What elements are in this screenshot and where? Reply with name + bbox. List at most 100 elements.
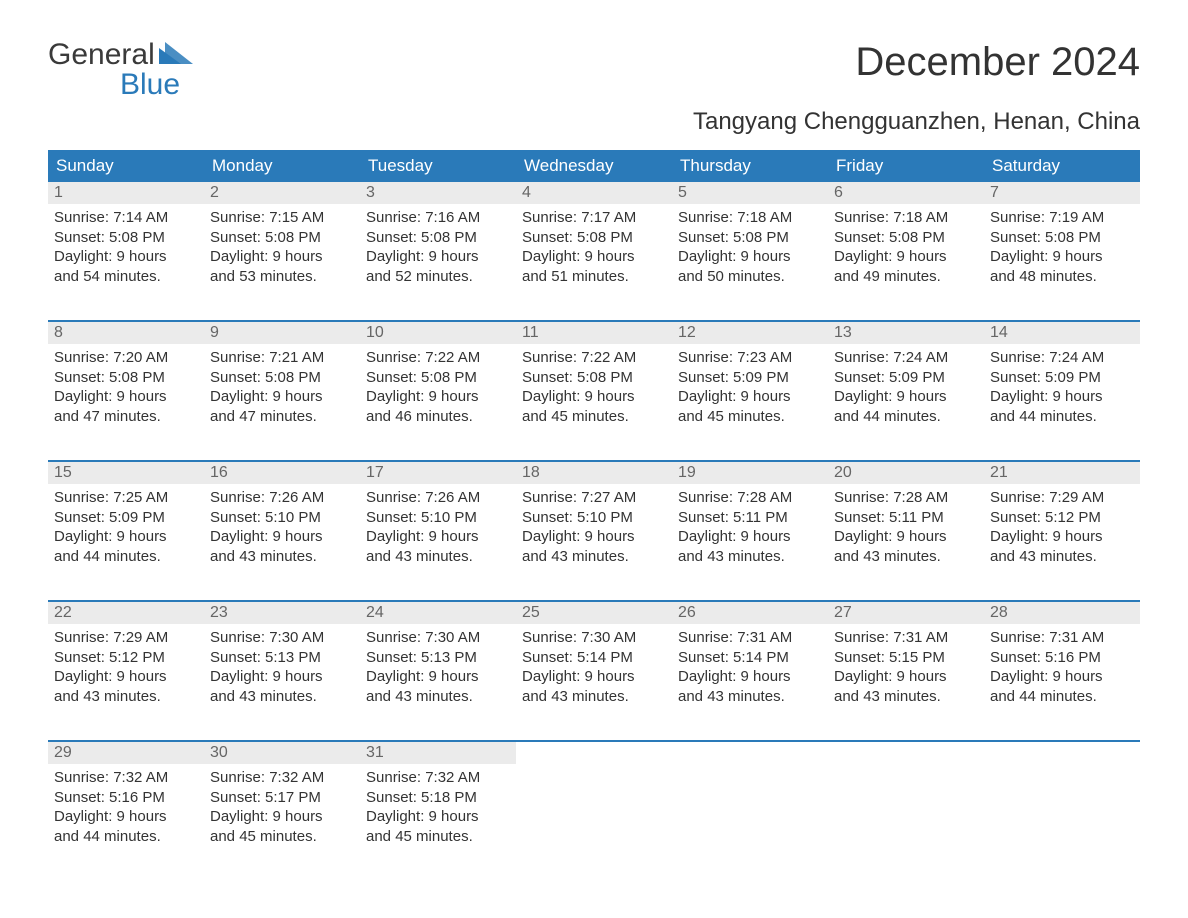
- page-title: December 2024: [855, 40, 1140, 85]
- daylight-line1: Daylight: 9 hours: [522, 527, 666, 547]
- day-body: Sunrise: 7:17 AMSunset: 5:08 PMDaylight:…: [516, 204, 672, 290]
- daylight-line2: and 46 minutes.: [366, 407, 510, 427]
- calendar-day: 13Sunrise: 7:24 AMSunset: 5:09 PMDayligh…: [828, 322, 984, 442]
- daylight-line1: Daylight: 9 hours: [522, 667, 666, 687]
- day-number: 24: [360, 602, 516, 624]
- day-body: Sunrise: 7:31 AMSunset: 5:14 PMDaylight:…: [672, 624, 828, 710]
- daylight-line2: and 47 minutes.: [210, 407, 354, 427]
- sunrise-line: Sunrise: 7:31 AM: [678, 628, 822, 648]
- sunrise-line: Sunrise: 7:24 AM: [834, 348, 978, 368]
- daylight-line1: Daylight: 9 hours: [834, 247, 978, 267]
- location-text: Tangyang Chengguanzhen, Henan, China: [48, 108, 1140, 136]
- calendar-week: 15Sunrise: 7:25 AMSunset: 5:09 PMDayligh…: [48, 460, 1140, 582]
- daylight-line2: and 45 minutes.: [210, 827, 354, 847]
- day-body: Sunrise: 7:32 AMSunset: 5:17 PMDaylight:…: [204, 764, 360, 850]
- daylight-line2: and 48 minutes.: [990, 267, 1134, 287]
- sunset-line: Sunset: 5:08 PM: [366, 228, 510, 248]
- calendar-week: 8Sunrise: 7:20 AMSunset: 5:08 PMDaylight…: [48, 320, 1140, 442]
- daylight-line2: and 43 minutes.: [990, 547, 1134, 567]
- sunset-line: Sunset: 5:11 PM: [678, 508, 822, 528]
- calendar-day: 22Sunrise: 7:29 AMSunset: 5:12 PMDayligh…: [48, 602, 204, 722]
- weekday-header: Thursday: [672, 150, 828, 182]
- sunrise-line: Sunrise: 7:22 AM: [366, 348, 510, 368]
- day-number: 17: [360, 462, 516, 484]
- weekday-header: Friday: [828, 150, 984, 182]
- sunset-line: Sunset: 5:09 PM: [834, 368, 978, 388]
- sunset-line: Sunset: 5:14 PM: [678, 648, 822, 668]
- daylight-line1: Daylight: 9 hours: [990, 247, 1134, 267]
- day-number: 2: [204, 182, 360, 204]
- daylight-line1: Daylight: 9 hours: [210, 527, 354, 547]
- calendar-day: 18Sunrise: 7:27 AMSunset: 5:10 PMDayligh…: [516, 462, 672, 582]
- daylight-line2: and 44 minutes.: [54, 547, 198, 567]
- daylight-line2: and 45 minutes.: [678, 407, 822, 427]
- daylight-line2: and 44 minutes.: [54, 827, 198, 847]
- daylight-line1: Daylight: 9 hours: [210, 667, 354, 687]
- daylight-line2: and 43 minutes.: [834, 547, 978, 567]
- sunset-line: Sunset: 5:10 PM: [522, 508, 666, 528]
- day-body: Sunrise: 7:26 AMSunset: 5:10 PMDaylight:…: [360, 484, 516, 570]
- daylight-line1: Daylight: 9 hours: [54, 667, 198, 687]
- sunset-line: Sunset: 5:12 PM: [54, 648, 198, 668]
- sunrise-line: Sunrise: 7:30 AM: [522, 628, 666, 648]
- day-number: 18: [516, 462, 672, 484]
- daylight-line1: Daylight: 9 hours: [678, 667, 822, 687]
- sunrise-line: Sunrise: 7:31 AM: [834, 628, 978, 648]
- sunset-line: Sunset: 5:08 PM: [522, 228, 666, 248]
- day-body: Sunrise: 7:30 AMSunset: 5:13 PMDaylight:…: [204, 624, 360, 710]
- sunset-line: Sunset: 5:08 PM: [990, 228, 1134, 248]
- weekday-header: Tuesday: [360, 150, 516, 182]
- calendar-day: [828, 742, 984, 862]
- calendar-day: [516, 742, 672, 862]
- calendar-day: 11Sunrise: 7:22 AMSunset: 5:08 PMDayligh…: [516, 322, 672, 442]
- sunset-line: Sunset: 5:10 PM: [210, 508, 354, 528]
- daylight-line2: and 43 minutes.: [678, 687, 822, 707]
- day-number: 19: [672, 462, 828, 484]
- daylight-line1: Daylight: 9 hours: [522, 387, 666, 407]
- day-number: 28: [984, 602, 1140, 624]
- sunset-line: Sunset: 5:09 PM: [990, 368, 1134, 388]
- daylight-line1: Daylight: 9 hours: [54, 807, 198, 827]
- sunset-line: Sunset: 5:08 PM: [54, 228, 198, 248]
- day-number: 31: [360, 742, 516, 764]
- daylight-line2: and 43 minutes.: [522, 547, 666, 567]
- daylight-line1: Daylight: 9 hours: [834, 667, 978, 687]
- daylight-line1: Daylight: 9 hours: [210, 807, 354, 827]
- calendar-day: 1Sunrise: 7:14 AMSunset: 5:08 PMDaylight…: [48, 182, 204, 302]
- daylight-line1: Daylight: 9 hours: [678, 527, 822, 547]
- day-body: Sunrise: 7:25 AMSunset: 5:09 PMDaylight:…: [48, 484, 204, 570]
- logo-triangle-icon: [159, 40, 193, 70]
- day-number: 15: [48, 462, 204, 484]
- daylight-line1: Daylight: 9 hours: [990, 667, 1134, 687]
- sunset-line: Sunset: 5:08 PM: [834, 228, 978, 248]
- daylight-line2: and 43 minutes.: [678, 547, 822, 567]
- sunrise-line: Sunrise: 7:15 AM: [210, 208, 354, 228]
- weekday-header: Saturday: [984, 150, 1140, 182]
- sunrise-line: Sunrise: 7:25 AM: [54, 488, 198, 508]
- sunset-line: Sunset: 5:10 PM: [366, 508, 510, 528]
- day-body: Sunrise: 7:31 AMSunset: 5:15 PMDaylight:…: [828, 624, 984, 710]
- sunrise-line: Sunrise: 7:19 AM: [990, 208, 1134, 228]
- day-body: Sunrise: 7:24 AMSunset: 5:09 PMDaylight:…: [984, 344, 1140, 430]
- sunrise-line: Sunrise: 7:16 AM: [366, 208, 510, 228]
- day-body: Sunrise: 7:21 AMSunset: 5:08 PMDaylight:…: [204, 344, 360, 430]
- daylight-line2: and 51 minutes.: [522, 267, 666, 287]
- day-number: 10: [360, 322, 516, 344]
- daylight-line1: Daylight: 9 hours: [366, 807, 510, 827]
- daylight-line1: Daylight: 9 hours: [990, 387, 1134, 407]
- daylight-line2: and 45 minutes.: [522, 407, 666, 427]
- daylight-line1: Daylight: 9 hours: [522, 247, 666, 267]
- sunrise-line: Sunrise: 7:26 AM: [366, 488, 510, 508]
- sunrise-line: Sunrise: 7:30 AM: [366, 628, 510, 648]
- sunset-line: Sunset: 5:18 PM: [366, 788, 510, 808]
- sunset-line: Sunset: 5:16 PM: [990, 648, 1134, 668]
- weekday-header: Sunday: [48, 150, 204, 182]
- sunrise-line: Sunrise: 7:14 AM: [54, 208, 198, 228]
- sunset-line: Sunset: 5:16 PM: [54, 788, 198, 808]
- sunrise-line: Sunrise: 7:20 AM: [54, 348, 198, 368]
- daylight-line2: and 47 minutes.: [54, 407, 198, 427]
- calendar-day: 28Sunrise: 7:31 AMSunset: 5:16 PMDayligh…: [984, 602, 1140, 722]
- sunrise-line: Sunrise: 7:22 AM: [522, 348, 666, 368]
- sunrise-line: Sunrise: 7:28 AM: [834, 488, 978, 508]
- daylight-line2: and 53 minutes.: [210, 267, 354, 287]
